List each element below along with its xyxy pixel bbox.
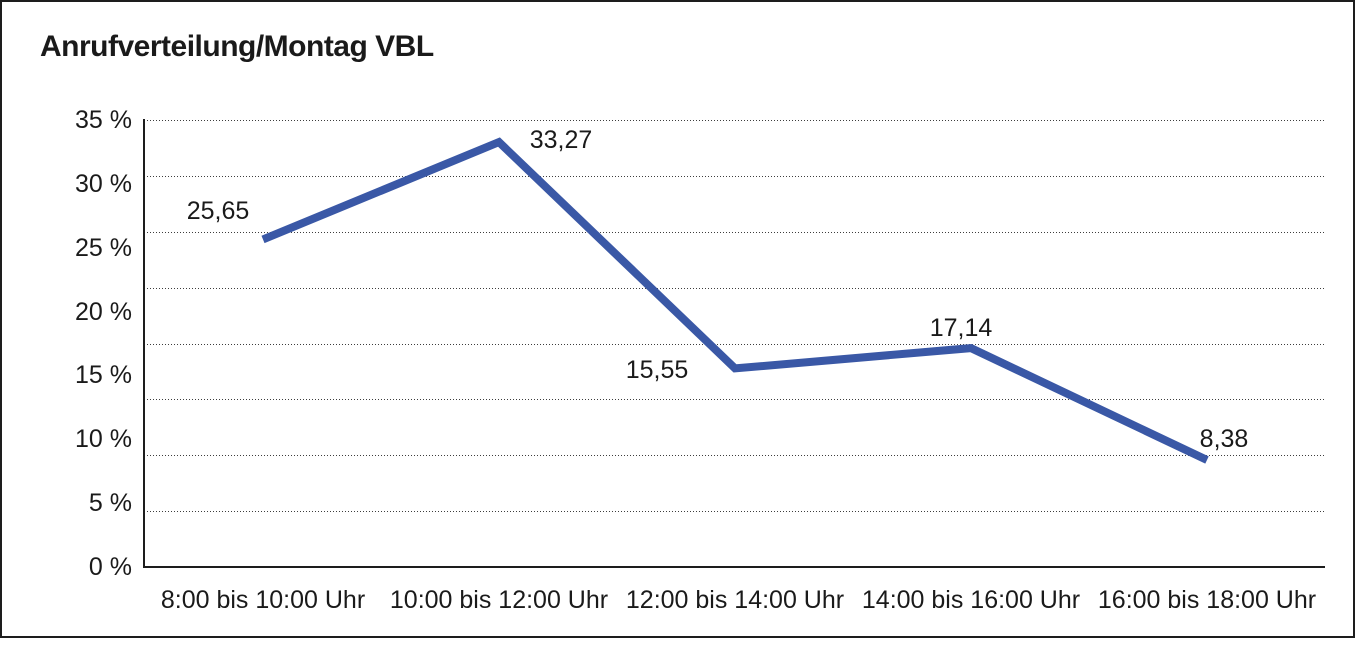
y-axis-tick-label: 30 % <box>75 170 132 198</box>
y-axis-tick-labels: 35 % 30 % 25 % 20 % 15 % 10 % 5 % 0 % <box>2 106 132 581</box>
y-axis-line <box>143 119 145 568</box>
x-axis-category-label: 16:00 bis 18:00 Uhr <box>1097 586 1317 614</box>
data-point-label: 17,14 <box>929 314 993 342</box>
x-axis-category-label: 14:00 bis 16:00 Uhr <box>861 586 1081 614</box>
data-line-path <box>261 137 1209 464</box>
y-axis-tick-label: 25 % <box>75 234 132 262</box>
y-axis-tick-label: 0 % <box>88 553 132 581</box>
x-axis-category-labels: 8:00 bis 10:00 Uhr 10:00 bis 12:00 Uhr 12:… <box>145 585 1325 615</box>
gridline <box>147 176 1325 177</box>
data-point-label: 33,27 <box>529 126 593 154</box>
gridline <box>147 288 1325 289</box>
x-axis-category-label: 8:00 bis 10:00 Uhr <box>160 586 366 614</box>
gridline <box>147 120 1325 121</box>
y-axis-tick-label: 35 % <box>75 106 132 134</box>
chart-title: Anrufverteilung/Montag VBL <box>40 30 434 63</box>
gridline <box>147 344 1325 345</box>
y-axis-tick-label: 15 % <box>75 361 132 389</box>
gridline <box>147 232 1325 233</box>
data-line <box>261 137 1209 464</box>
data-point-label: 15,55 <box>625 356 689 384</box>
x-axis-category-label: 10:00 bis 12:00 Uhr <box>389 586 609 614</box>
data-point-label: 25,65 <box>186 197 250 225</box>
gridline <box>147 455 1325 456</box>
plot-area: 25,65 33,27 15,55 17,14 8,38 <box>145 120 1325 567</box>
gridline <box>147 511 1325 512</box>
y-axis-tick-label: 5 % <box>88 489 132 517</box>
x-axis-line <box>143 566 1325 568</box>
y-axis-tick-label: 20 % <box>75 298 132 326</box>
y-axis-tick-label: 10 % <box>75 425 132 453</box>
data-point-label: 8,38 <box>1199 425 1249 453</box>
gridline <box>147 399 1325 400</box>
x-axis-category-label: 12:00 bis 14:00 Uhr <box>625 586 845 614</box>
